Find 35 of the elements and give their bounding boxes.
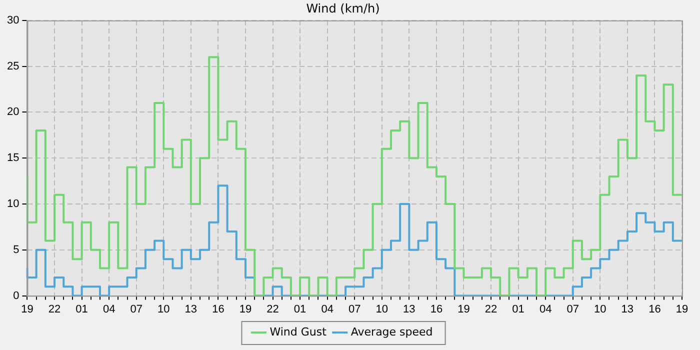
x-tick-label: 16: [212, 303, 224, 316]
x-tick-label: 19: [676, 303, 688, 316]
x-tick-label: 01: [76, 303, 88, 316]
x-tick-label: 07: [130, 303, 142, 316]
x-tick-label: 13: [621, 303, 634, 316]
y-tick-label: 5: [13, 244, 20, 256]
chart-title: Wind (km/h): [306, 1, 380, 16]
y-tick-label: 20: [6, 106, 20, 118]
y-tick-label: 0: [13, 290, 20, 302]
x-tick-label: 19: [458, 303, 470, 316]
x-tick-label: 13: [403, 303, 416, 316]
x-tick-label: 01: [294, 303, 306, 316]
y-tick-label: 30: [6, 14, 20, 26]
x-tick-label: 07: [348, 303, 361, 316]
x-tick-label: 16: [648, 303, 661, 316]
x-tick-label: 01: [512, 303, 524, 316]
x-tick-label: 22: [266, 303, 279, 316]
x-tick-label: 04: [102, 303, 116, 316]
x-tick-label: 07: [566, 303, 579, 316]
x-tick-label: 04: [321, 303, 334, 316]
legend-label: Wind Gust: [270, 325, 328, 338]
x-tick-label: 13: [184, 303, 198, 316]
x-tick-label: 16: [430, 303, 443, 316]
x-tick-label: 22: [484, 303, 498, 316]
x-tick-label: 10: [158, 303, 170, 316]
x-tick-label: 19: [21, 303, 34, 316]
y-tick-label: 25: [6, 60, 20, 72]
y-tick-label: 10: [6, 198, 20, 210]
x-tick-label: 10: [594, 303, 606, 316]
x-tick-label: 19: [239, 303, 252, 316]
y-tick-label: 15: [6, 152, 20, 164]
x-tick-label: 10: [376, 303, 388, 316]
x-tick-label: 04: [539, 303, 552, 316]
legend-label: Average speed: [350, 325, 433, 338]
x-tick-label: 22: [48, 303, 61, 316]
